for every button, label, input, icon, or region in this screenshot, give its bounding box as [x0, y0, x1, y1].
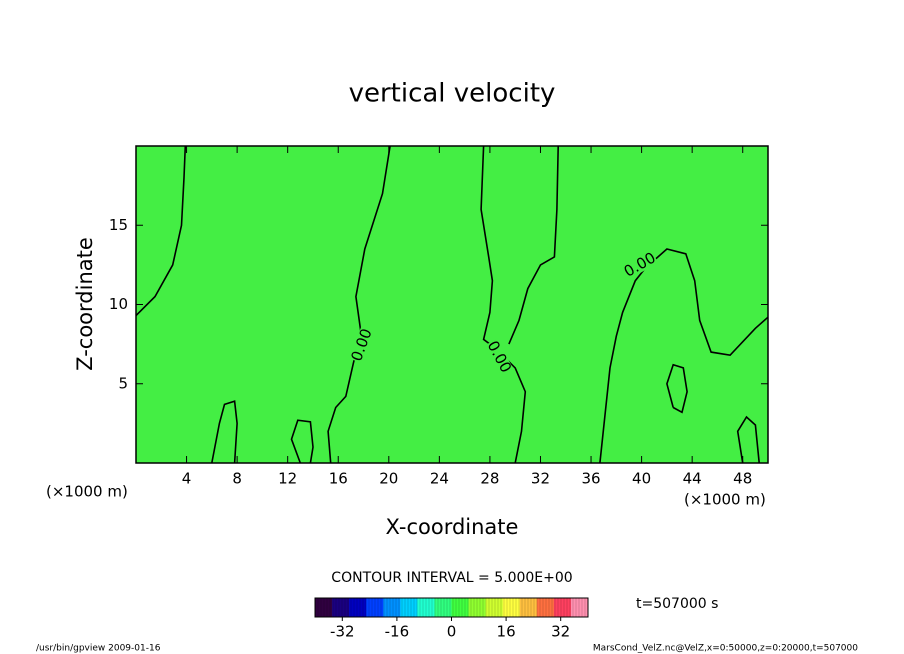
y-tick-label: 5: [118, 374, 128, 392]
x-tick-label: 44: [683, 470, 702, 488]
x-unit: (×1000 m): [684, 491, 766, 509]
x-tick-label: 20: [379, 470, 398, 488]
time-label: t=507000 s: [636, 596, 718, 612]
colorbar-tick-label: 32: [551, 623, 570, 641]
colorbar-cell: [451, 598, 469, 617]
colorbar-tick-label: 0: [447, 623, 457, 641]
colorbar-cell: [349, 598, 367, 617]
contour-label-bg: [349, 326, 375, 364]
colorbar-tick-label: -32: [330, 623, 355, 641]
chart-title: vertical velocity: [349, 79, 556, 109]
contour-line: [666, 363, 688, 414]
y-unit: (×1000 m): [46, 483, 128, 501]
x-axis-label: X-coordinate: [386, 515, 519, 539]
y-tick-label: 15: [109, 216, 128, 234]
colorbar-cell: [468, 598, 486, 617]
colorbar-cell: [553, 598, 572, 617]
x-tick-label: 4: [182, 470, 192, 488]
colorbar-cell: [383, 598, 401, 617]
x-tick-label: 40: [632, 470, 651, 488]
colorbar-cell: [519, 598, 538, 617]
contour-line: [290, 419, 314, 464]
contour-line: [508, 145, 559, 345]
colorbar-cell: [570, 598, 589, 617]
x-tick-label: 36: [581, 470, 600, 488]
colorbar-cell: [502, 598, 521, 617]
colorbar-cell: [417, 598, 435, 617]
colorbar-tick-label: -16: [385, 623, 410, 641]
x-tick-label: 24: [430, 470, 449, 488]
x-tick-label: 12: [278, 470, 297, 488]
colorbar-cell: [485, 598, 503, 617]
colorbar-cell: [536, 598, 555, 617]
colorbar-cell: [400, 598, 418, 617]
field: [136, 146, 768, 463]
contour-label-bg: [484, 338, 514, 376]
contour-label-bg: [621, 250, 659, 280]
colorbar-cell: [332, 598, 350, 617]
x-tick-label: 16: [329, 470, 348, 488]
colorbar-cell: [315, 598, 333, 617]
footer-left: /usr/bin/gpview 2009-01-16: [36, 644, 161, 654]
contour-line: [736, 415, 760, 464]
x-tick-label: 28: [480, 470, 499, 488]
x-tick-label: 32: [531, 470, 550, 488]
contour-line: [211, 400, 238, 464]
contour-line: [599, 248, 769, 464]
contour-interval: CONTOUR INTERVAL = 5.000E+00: [331, 570, 572, 586]
contour-line: [135, 145, 187, 317]
x-tick-label: 48: [733, 470, 752, 488]
colorbar-cell: [366, 598, 384, 617]
y-tick-label: 10: [109, 295, 128, 313]
contour-line: [480, 145, 527, 464]
y-axis-label: Z-coordinate: [73, 237, 97, 371]
colorbar-cell: [434, 598, 452, 617]
footer-right: MarsCond_VelZ.nc@VelZ,x=0:50000,z=0:2000…: [593, 644, 858, 654]
colorbar-tick-label: 16: [497, 623, 516, 641]
x-tick-label: 8: [232, 470, 242, 488]
